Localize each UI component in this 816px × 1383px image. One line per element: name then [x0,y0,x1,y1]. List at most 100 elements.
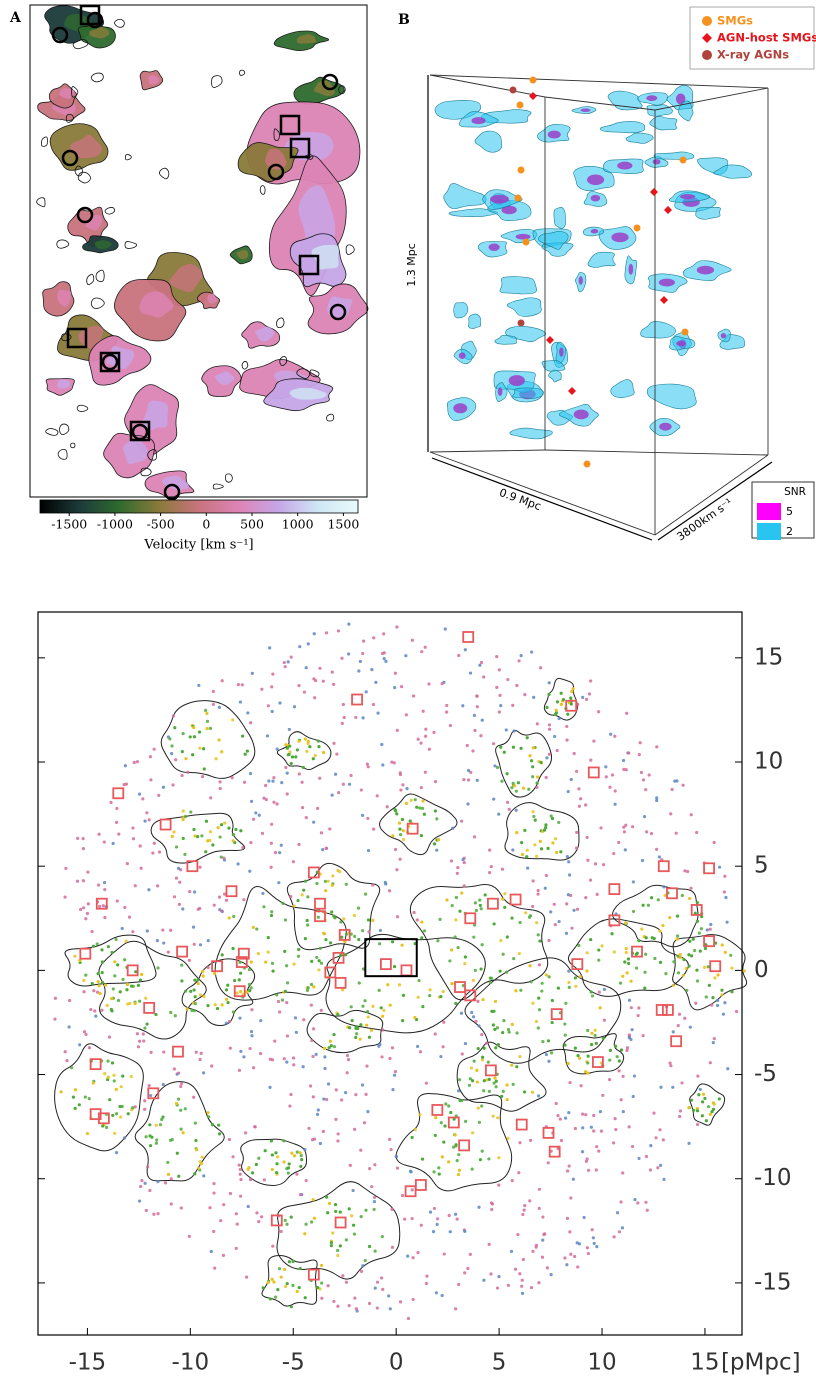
galaxy-dot [169,929,172,932]
galaxy-dot [566,1169,569,1172]
source-square [336,978,346,988]
member-dot [194,1139,197,1142]
source-square [315,899,325,909]
galaxy-dot [481,943,484,946]
galaxy-dot [274,1295,277,1298]
galaxy-dot [463,861,466,864]
galaxy-dot [387,1294,390,1297]
y-tick-label: -5 [754,1061,777,1087]
galaxy-dot [601,1094,604,1097]
galaxy-dot [393,1074,396,1077]
galaxy-dot [511,1179,514,1182]
member-dot [692,938,695,941]
galaxy-dot [581,1126,584,1129]
member-dot [234,828,237,831]
member-dot [566,713,569,716]
member-dot [724,951,727,954]
box-edge [655,455,768,535]
member-dot [359,1023,362,1026]
galaxy-dot [82,979,85,982]
galaxy-dot [374,681,377,684]
galaxy-dot [410,799,413,802]
member-dot [515,1065,518,1068]
galaxy-dot [376,712,379,715]
member-dot [72,1096,75,1099]
galaxy-dot [463,1230,466,1233]
galaxy-dot [294,1016,297,1019]
snr-2-region [495,335,517,344]
galaxy-dot [267,779,270,782]
galaxy-dot [696,1074,699,1077]
member-dot [184,757,187,760]
galaxy-dot [372,828,375,831]
galaxy-dot [288,1104,291,1107]
galaxy-dot [249,1178,252,1181]
member-dot [189,735,192,738]
galaxy-dot [448,959,451,962]
member-dot [246,749,249,752]
galaxy-dot [548,723,551,726]
galaxy-dot [119,1115,122,1118]
galaxy-dot [612,1235,615,1238]
galaxy-dot [567,1111,570,1114]
contour [37,198,45,207]
member-dot [401,1019,404,1022]
member-dot [291,1260,294,1263]
member-dot [118,1105,121,1108]
panel-letter: A [9,10,22,26]
galaxy-dot [581,1113,584,1116]
galaxy-dot [490,1208,493,1211]
galaxy-dot [507,1284,510,1287]
galaxy-dot [295,1173,298,1176]
member-dot [248,989,251,992]
galaxy-dot [589,759,592,762]
member-dot [560,703,563,706]
member-dot [402,829,405,832]
galaxy-dot [526,866,529,869]
snr-2-region [641,321,676,338]
galaxy-dot [518,952,521,955]
member-dot [104,983,107,986]
snr-5-region [653,159,661,164]
member-dot [661,924,664,927]
member-dot [495,1080,498,1083]
galaxy-dot [722,1013,725,1016]
xray-marker [518,320,525,327]
galaxy-dot [637,1006,640,1009]
member-dot [545,973,548,976]
galaxy-dot [399,1300,402,1303]
galaxy-dot [629,1038,632,1041]
member-dot [493,1028,496,1031]
axis-label: 0.9 Mpc [498,486,543,513]
galaxy-dot [239,1173,242,1176]
galaxy-dot [488,1090,491,1093]
member-dot [334,1203,337,1206]
galaxy-dot [88,1097,91,1100]
snr-5-region [697,266,714,275]
galaxy-dot [197,1167,200,1170]
member-dot [464,955,467,958]
galaxy-dot [457,1153,460,1156]
galaxy-dot [304,1223,307,1226]
member-dot [599,1006,602,1009]
galaxy-dot [441,1294,444,1297]
galaxy-dot [106,1004,109,1007]
galaxy-dot [148,1189,151,1192]
member-dot [97,984,100,987]
figure: A B -1500-1000-500050010001500Velocity [… [0,0,816,1383]
galaxy-dot [149,755,152,758]
galaxy-dot [353,1232,356,1235]
galaxy-dot [327,1082,330,1085]
galaxy-dot [277,1000,280,1003]
galaxy-dot [164,1181,167,1184]
galaxy-dot [569,1253,572,1256]
galaxy-dot [188,1235,191,1238]
galaxy-dot [367,765,370,768]
galaxy-dot [336,1305,339,1308]
member-dot [534,819,537,822]
galaxy-dot [464,1120,467,1123]
source-square [401,965,411,975]
galaxy-dot [694,1002,697,1005]
galaxy-dot [531,775,534,778]
galaxy-dot [235,1212,238,1215]
